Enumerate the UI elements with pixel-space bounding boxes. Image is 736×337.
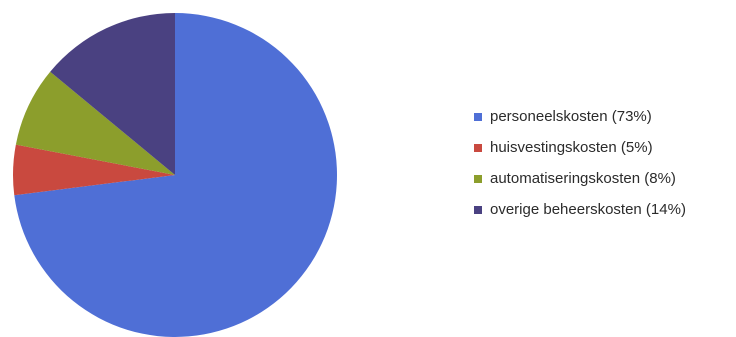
pie-chart <box>13 12 338 337</box>
legend-item-automatiseringskosten: automatiseringskosten (8%) <box>474 170 686 187</box>
legend-label: huisvestingskosten (5%) <box>490 139 653 156</box>
legend-item-huisvestingskosten: huisvestingskosten (5%) <box>474 139 686 156</box>
pie-slices <box>13 12 338 337</box>
legend-swatch <box>474 174 482 183</box>
pie-slice-personeelskosten <box>14 12 338 337</box>
legend: personeelskosten (73%) huisvestingskosten… <box>474 108 686 232</box>
pie-slice-huisvestingskosten <box>13 144 175 196</box>
legend-swatch <box>474 205 482 214</box>
legend-item-personeelskosten: personeelskosten (73%) <box>474 108 686 125</box>
pie-slice-automatiseringskosten <box>15 71 176 175</box>
legend-label: personeelskosten (73%) <box>490 108 652 125</box>
pie-slice-overige-beheerskosten <box>50 13 175 175</box>
legend-item-overige-beheerskosten: overige beheerskosten (14%) <box>474 201 686 218</box>
legend-label: overige beheerskosten (14%) <box>490 201 686 218</box>
legend-swatch <box>474 112 482 121</box>
legend-swatch <box>474 143 482 152</box>
legend-label: automatiseringskosten (8%) <box>490 170 676 187</box>
